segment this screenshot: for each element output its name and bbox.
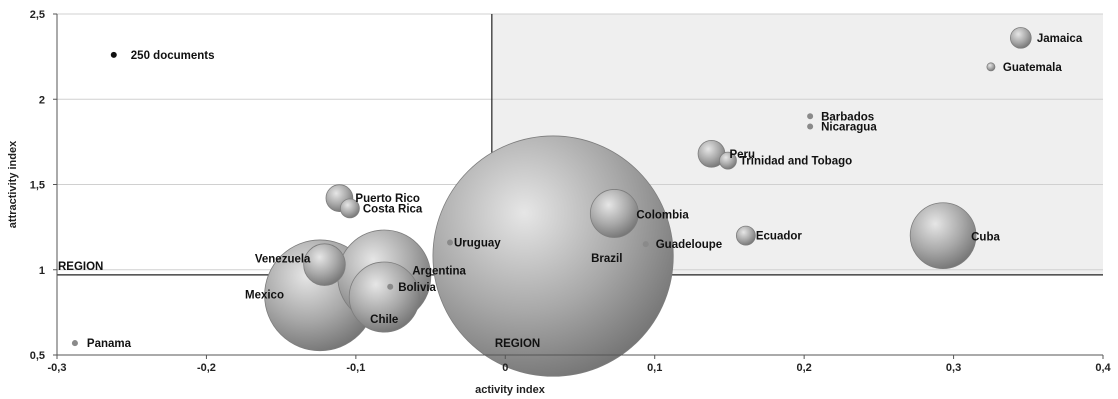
y-tick-label: 2: [39, 94, 45, 106]
bubble-guatemala: [986, 62, 996, 72]
y-tick-label: 2,5: [30, 9, 45, 21]
label-bolivia: Bolivia: [398, 282, 436, 294]
y-tick-label: 1,5: [30, 180, 45, 192]
bubble-panama: [71, 340, 78, 347]
x-tick-label: -0,1: [346, 362, 365, 374]
bubble-cuba: [909, 202, 977, 269]
bubble-barbados: [807, 113, 814, 120]
bubble-colombia: [589, 189, 639, 238]
bubble-bolivia: [387, 283, 394, 290]
label-panama: Panama: [87, 338, 132, 350]
label-guadeloupe: Guadeloupe: [656, 239, 722, 251]
legend-marker: [110, 51, 117, 58]
label-trinidad-and-tobago: Trinidad and Tobago: [740, 156, 852, 168]
axes: -0,3 -0,2 -0,1 0 0,1 0,2 0,3 0,4 0,5 1 1,5 2 2,5: [30, 9, 1112, 374]
bubble-brazil: [432, 135, 674, 377]
bubble-jamaica: [1010, 27, 1032, 49]
label-guatemala: Guatemala: [1003, 62, 1062, 74]
label-venezuela: Venezuela: [255, 254, 311, 266]
x-tick-label: 0,2: [796, 362, 811, 374]
label-barbados: Barbados: [821, 111, 874, 123]
label-argentina: Argentina: [412, 266, 466, 278]
x-tick-label: 0: [502, 362, 508, 374]
x-tick-label: 0,1: [647, 362, 662, 374]
label-nicaragua: Nicaragua: [821, 122, 877, 134]
bubble-chile: [348, 261, 420, 333]
x-tick-label: 0,3: [946, 362, 961, 374]
bubble-nicaragua: [807, 123, 814, 130]
x-tick-label: 0,4: [1095, 362, 1111, 374]
label-colombia: Colombia: [636, 209, 689, 221]
bubble-ecuador: [735, 225, 756, 246]
y-tick-label: 0,5: [30, 350, 45, 362]
label-ecuador: Ecuador: [756, 231, 803, 243]
bubbles: [71, 27, 1032, 377]
bubble-trinidad-and-tobago: [719, 151, 737, 170]
y-axis-title: attractivity index: [7, 140, 19, 228]
label-uruguay: Uruguay: [454, 237, 501, 249]
label-jamaica: Jamaica: [1037, 33, 1083, 45]
label-puerto-rico: Puerto Rico: [355, 193, 420, 205]
region-label-vertical: REGION: [495, 338, 540, 350]
x-axis-title: activity index: [475, 384, 546, 396]
label-brazil: Brazil: [591, 253, 622, 265]
legend-label: 250 documents: [131, 50, 215, 62]
bubble-costa-rica: [339, 198, 360, 219]
label-peru: Peru: [729, 149, 755, 161]
bubble-uruguay: [446, 239, 454, 246]
label-chile: Chile: [370, 314, 398, 326]
region-label-horizontal: REGION: [58, 261, 103, 273]
x-tick-label: -0,3: [48, 362, 67, 374]
label-costa-rica: Costa Rica: [363, 203, 423, 215]
x-tick-label: -0,2: [197, 362, 216, 374]
label-mexico: Mexico: [245, 289, 284, 301]
bubble-guadeloupe: [642, 241, 649, 248]
bubble-venezuela: [303, 243, 346, 286]
label-cuba: Cuba: [971, 232, 1000, 244]
y-tick-label: 1: [39, 265, 45, 277]
